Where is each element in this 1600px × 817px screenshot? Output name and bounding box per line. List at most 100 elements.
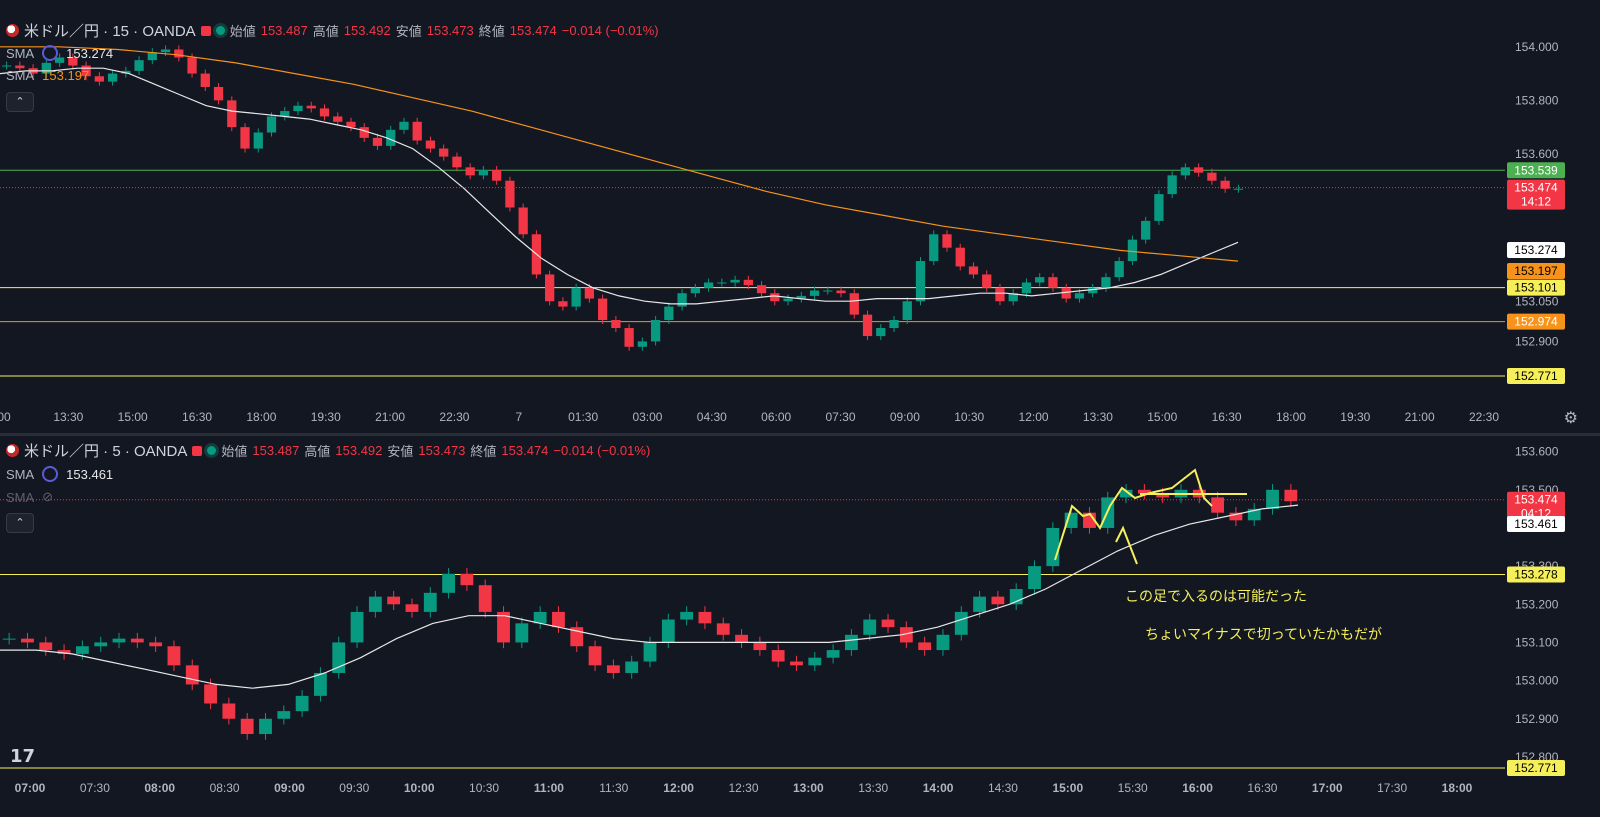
candle-up bbox=[661, 619, 675, 643]
candle-up bbox=[677, 293, 687, 307]
close-value: 153.474 bbox=[501, 443, 549, 458]
candle-up bbox=[1074, 293, 1085, 299]
candle-up bbox=[625, 661, 639, 673]
candle-up bbox=[809, 290, 820, 296]
y-tick-label: 153.200 bbox=[1515, 597, 1559, 611]
price-level-tag bbox=[1507, 367, 1565, 384]
candle-down bbox=[1211, 497, 1225, 513]
candle-down bbox=[606, 665, 620, 673]
candle-up bbox=[1, 65, 12, 67]
low-value: 153.473 bbox=[418, 443, 466, 458]
candle-down bbox=[57, 650, 71, 654]
sma-settings-icon[interactable] bbox=[42, 45, 59, 61]
low-label: 安値 bbox=[395, 24, 422, 39]
candle-down bbox=[497, 611, 510, 643]
flag-marker-icon[interactable] bbox=[192, 445, 203, 456]
sma-line-white bbox=[0, 67, 1239, 305]
chart-pane-5m[interactable]: 153.600 153.500 153.300 153.200 153.100 153.0… bbox=[0, 436, 1600, 817]
x-tick-label: 03:00 bbox=[632, 410, 662, 424]
open-label: 始値 bbox=[221, 444, 248, 459]
pane-divider[interactable] bbox=[0, 433, 1600, 436]
candle-down bbox=[149, 642, 163, 647]
price-level-label: 152.974 bbox=[1514, 315, 1558, 329]
eye-hidden-icon[interactable]: ⊘ bbox=[42, 489, 54, 504]
candle-down bbox=[372, 137, 383, 146]
sma1-legend-15m[interactable]: SMA 153.274 bbox=[6, 45, 113, 61]
candle-up bbox=[826, 650, 840, 658]
price-level-label: 153.539 bbox=[1514, 163, 1558, 177]
candle-down bbox=[15, 65, 25, 69]
close-label: 終値 bbox=[478, 24, 505, 39]
candle-down bbox=[346, 121, 356, 128]
candle-down bbox=[39, 642, 53, 651]
candle-down bbox=[771, 650, 785, 662]
candle-down bbox=[611, 320, 621, 329]
y-tick-label: 152.900 bbox=[1515, 712, 1559, 726]
candle-up bbox=[1114, 261, 1124, 278]
candle-down bbox=[899, 627, 913, 643]
flag-marker-icon[interactable] bbox=[200, 25, 211, 36]
sma2-legend-15m[interactable]: SMA 153.197 bbox=[6, 68, 89, 83]
low-label: 安値 bbox=[387, 444, 414, 459]
symbol-title[interactable]: 米ドル／円 · 5 · OANDA bbox=[24, 443, 188, 460]
x-tick-label: 06:00 bbox=[761, 410, 791, 424]
x-tick-label: 16:30 bbox=[1247, 781, 1277, 795]
candle-up bbox=[368, 596, 382, 612]
y-tick-label: 153.600 bbox=[1515, 445, 1559, 459]
close-label: 終値 bbox=[470, 444, 497, 459]
candle-down bbox=[1207, 172, 1217, 181]
candle-down bbox=[204, 684, 217, 704]
candle-up bbox=[915, 261, 926, 302]
sma2-label: SMA bbox=[6, 68, 35, 83]
collapse-legend-button[interactable]: ⌃ bbox=[6, 513, 34, 533]
candle-up bbox=[253, 132, 263, 149]
candle-down bbox=[68, 57, 78, 66]
candle-down bbox=[306, 105, 316, 109]
sma1-legend-5m[interactable]: SMA 153.461 bbox=[6, 466, 113, 482]
candle-down bbox=[319, 108, 330, 117]
sma-settings-icon[interactable] bbox=[42, 466, 59, 482]
candle-up bbox=[277, 711, 291, 719]
candle-down bbox=[167, 646, 181, 666]
candle-down bbox=[849, 293, 859, 315]
price-level-tag bbox=[1507, 759, 1565, 776]
candle-down bbox=[597, 298, 608, 320]
candle-up bbox=[1233, 188, 1244, 190]
chart-pane-15m[interactable]: 154.000 153.800 153.600 153.050 152.900 00 13:… bbox=[0, 0, 1600, 433]
candle-down bbox=[770, 293, 780, 302]
candle-down bbox=[452, 156, 462, 168]
y-tick-label: 153.800 bbox=[1515, 93, 1559, 107]
high-label: 高値 bbox=[312, 24, 339, 39]
sma2-legend-5m[interactable]: SMA ⊘ bbox=[6, 489, 53, 505]
x-tick-label: 17:00 bbox=[1312, 781, 1343, 795]
sma1-label: SMA bbox=[6, 466, 35, 482]
gear-icon[interactable]: ⚙ bbox=[1563, 410, 1578, 427]
candle-up bbox=[94, 642, 108, 647]
sma1-price-tag bbox=[1507, 516, 1565, 532]
chart-canvas-5m[interactable]: 153.600153.500153.300153.200153.100153.0… bbox=[0, 436, 1600, 817]
candle-down bbox=[359, 127, 369, 138]
collapse-legend-button[interactable]: ⌃ bbox=[6, 92, 34, 112]
candle-up bbox=[703, 282, 714, 288]
sma2-price-label: 153.197 bbox=[1514, 264, 1558, 278]
sma-line-white bbox=[0, 504, 1299, 689]
candle-down bbox=[558, 301, 568, 307]
candle-down bbox=[21, 638, 34, 643]
x-tick-label: 13:30 bbox=[1083, 410, 1113, 424]
x-tick-label: 18:00 bbox=[1442, 781, 1473, 795]
candle-down bbox=[439, 148, 449, 157]
candle-down bbox=[333, 116, 343, 122]
x-tick-label: 09:30 bbox=[339, 781, 369, 795]
symbol-title[interactable]: 米ドル／円 · 15 · OANDA bbox=[24, 23, 196, 40]
candle-up bbox=[637, 341, 648, 347]
x-tick-label: 22:30 bbox=[1469, 410, 1499, 424]
candle-down bbox=[1061, 287, 1071, 299]
x-tick-label: 12:00 bbox=[1019, 410, 1049, 424]
candle-up bbox=[2, 638, 16, 640]
candle-up bbox=[350, 611, 364, 643]
x-tick-label: 18:00 bbox=[246, 410, 276, 424]
candle-down bbox=[174, 49, 184, 58]
candle-up bbox=[399, 121, 409, 130]
candle-up bbox=[1180, 167, 1191, 176]
chart-canvas-15m[interactable]: 154.000 153.800 153.600 153.050 152.900 00 13:… bbox=[0, 0, 1600, 433]
